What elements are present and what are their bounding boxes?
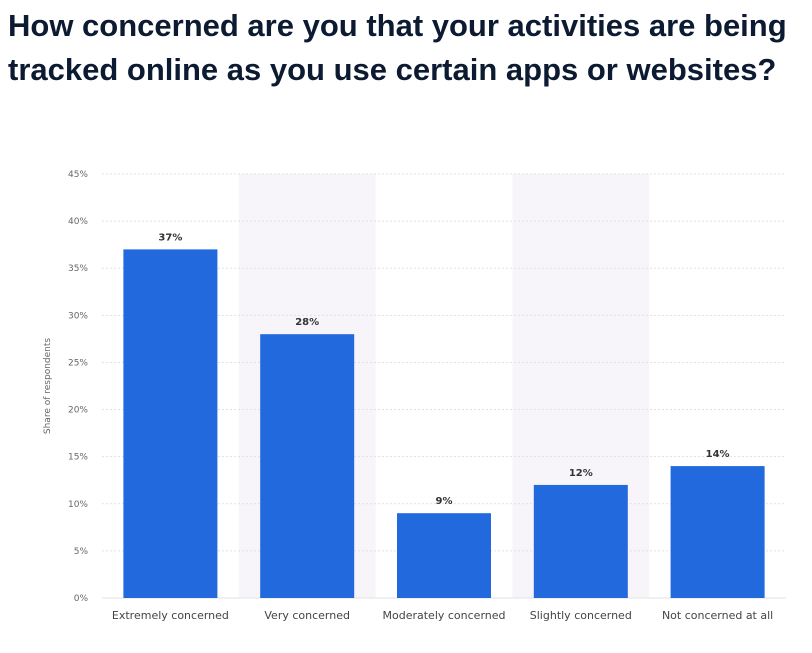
category-label: Extremely concerned (112, 609, 229, 622)
bar (670, 466, 765, 598)
bar (397, 513, 491, 598)
y-axis-ticks: 0% 5% 10% 15% 20% 25% 30% 35% 40% 45% (68, 170, 88, 604)
data-label: 12% (569, 468, 593, 479)
y-tick-label: 25% (68, 358, 88, 368)
chart-title: How concerned are you that your activiti… (8, 8, 787, 87)
y-tick-label: 20% (68, 406, 88, 416)
data-label: 9% (436, 496, 453, 507)
chart-container: 0% 5% 10% 15% 20% 25% 30% 35% 40% 45% 37% 28% 9% 12%… (0, 138, 812, 653)
data-labels: 37% 28% 9% 12% 14% (158, 232, 729, 507)
y-tick-label: 15% (68, 453, 88, 463)
bar (260, 334, 355, 598)
bars (123, 249, 765, 598)
y-tick-label: 10% (68, 500, 88, 510)
y-tick-label: 35% (68, 264, 88, 274)
bar (533, 484, 628, 598)
y-tick-label: 0% (74, 594, 89, 604)
category-labels: Extremely concerned Very concerned Moderat… (112, 609, 773, 622)
category-label: Not concerned at all (662, 609, 773, 622)
y-tick-label: 5% (74, 547, 89, 557)
bar (123, 249, 218, 598)
data-label: 14% (706, 449, 730, 460)
y-tick-label: 30% (68, 311, 88, 321)
data-label: 37% (158, 232, 182, 243)
bar-chart: 0% 5% 10% 15% 20% 25% 30% 35% 40% 45% 37% 28% 9% 12%… (43, 170, 786, 622)
y-tick-label: 45% (68, 170, 88, 180)
category-label: Very concerned (264, 609, 350, 622)
category-label: Moderately concerned (383, 609, 506, 622)
data-label: 28% (295, 317, 319, 328)
y-tick-label: 40% (68, 217, 88, 227)
y-axis-title: Share of respondents (43, 338, 53, 435)
category-label: Slightly concerned (530, 609, 632, 622)
